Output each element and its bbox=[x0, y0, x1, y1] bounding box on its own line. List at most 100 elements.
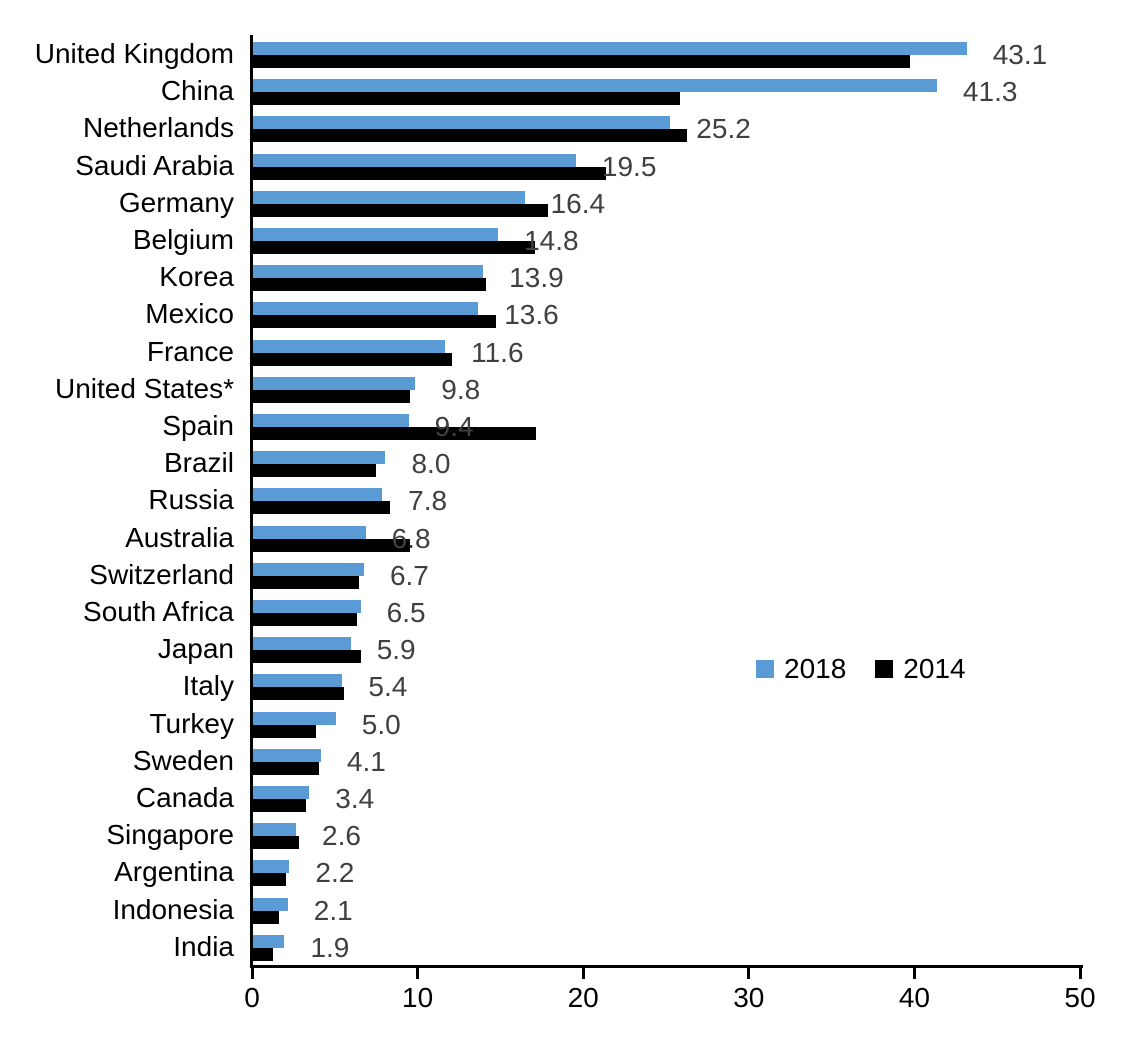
data-label: 5.9 bbox=[376, 634, 416, 666]
bar-2014 bbox=[253, 575, 359, 589]
bar-2018 bbox=[253, 860, 290, 874]
data-label: 19.5 bbox=[601, 150, 657, 182]
bar-2018 bbox=[253, 674, 343, 688]
category-label: Australia bbox=[125, 521, 234, 553]
category-label: Turkey bbox=[149, 707, 234, 739]
bar-2014 bbox=[253, 278, 487, 292]
chart-row: South Africa 6.5 bbox=[0, 593, 1123, 630]
x-tick-mark bbox=[416, 968, 420, 979]
bar-2014 bbox=[253, 836, 300, 850]
x-tick-mark bbox=[1078, 968, 1082, 979]
legend-item-2018: 2018 bbox=[756, 653, 846, 685]
x-tick-mark bbox=[747, 968, 751, 979]
chart-row: Russia 7.8 bbox=[0, 481, 1123, 518]
chart-row: United Kingdom 43.1 bbox=[0, 35, 1123, 72]
data-label: 13.6 bbox=[504, 299, 559, 331]
bar-2014 bbox=[253, 203, 548, 217]
data-label: 9.8 bbox=[441, 373, 481, 405]
data-label: 43.1 bbox=[992, 39, 1048, 70]
bar-2014 bbox=[253, 687, 345, 701]
bar-2014 bbox=[253, 389, 411, 403]
category-label: Mexico bbox=[145, 298, 234, 330]
category-label: United Kingdom bbox=[34, 38, 234, 69]
category-label: Spain bbox=[162, 410, 234, 441]
bar-2018 bbox=[253, 265, 484, 279]
category-label: China bbox=[160, 75, 234, 107]
category-label: France bbox=[146, 335, 234, 367]
chart-row: Australia 6.8 bbox=[0, 519, 1123, 556]
bar-2014 bbox=[253, 92, 681, 106]
category-label: Korea bbox=[159, 261, 234, 293]
data-label: 1.9 bbox=[310, 931, 350, 963]
x-tick-label: 20 bbox=[567, 982, 599, 1013]
bar-2018 bbox=[253, 525, 366, 539]
chart-row: Belgium 14.8 bbox=[0, 221, 1123, 258]
category-label: Saudi Arabia bbox=[75, 149, 234, 181]
y-axis-line bbox=[250, 35, 253, 968]
x-tick-mark bbox=[250, 968, 254, 979]
bar-2018 bbox=[253, 488, 383, 502]
x-axis-line bbox=[250, 965, 1083, 968]
chart-row: Sweden 4.1 bbox=[0, 742, 1123, 779]
data-label: 5.4 bbox=[368, 671, 408, 703]
category-label: Sweden bbox=[132, 744, 234, 776]
bar-2014 bbox=[253, 129, 687, 143]
data-label: 2.2 bbox=[315, 857, 355, 889]
data-label: 14.8 bbox=[524, 225, 579, 256]
bar-2014 bbox=[253, 613, 358, 626]
bar-2018 bbox=[253, 786, 310, 799]
bar-2014 bbox=[253, 427, 537, 440]
bar-2018 bbox=[253, 562, 364, 576]
data-label: 6.8 bbox=[391, 522, 431, 554]
bar-2018 bbox=[253, 748, 321, 762]
bar-2018 bbox=[253, 228, 499, 241]
legend-swatch-2018-icon bbox=[756, 660, 774, 678]
chart-row: Switzerland 6.7 bbox=[0, 556, 1123, 593]
bar-2014 bbox=[253, 501, 391, 515]
legend-label-2018: 2018 bbox=[784, 653, 847, 684]
category-label: Brazil bbox=[163, 447, 234, 479]
category-label: Singapore bbox=[106, 819, 234, 851]
category-label: Japan bbox=[157, 633, 234, 665]
bar-2018 bbox=[253, 637, 351, 651]
category-label: Italy bbox=[182, 670, 234, 702]
category-label: Russia bbox=[148, 484, 234, 516]
category-label: Canada bbox=[135, 782, 234, 813]
bar-2018 bbox=[253, 79, 937, 93]
legend-swatch-2014-icon bbox=[875, 660, 894, 678]
data-label: 41.3 bbox=[962, 76, 1018, 108]
x-tick-label: 30 bbox=[733, 982, 765, 1013]
bar-2018 bbox=[253, 711, 336, 725]
data-label: 6.7 bbox=[389, 559, 429, 591]
category-label: Switzerland bbox=[89, 558, 234, 590]
x-tick-label: 40 bbox=[898, 982, 930, 1013]
chart-row: China 41.3 bbox=[0, 72, 1123, 109]
x-tick-label: 0 bbox=[244, 982, 260, 1013]
bar-2018 bbox=[253, 376, 416, 390]
chart-row: France 11.6 bbox=[0, 333, 1123, 370]
bar-2018 bbox=[253, 934, 285, 948]
chart-row: Saudi Arabia 19.5 bbox=[0, 147, 1123, 184]
chart-row: Brazil 8.0 bbox=[0, 444, 1123, 481]
chart-row: Japan 5.9 bbox=[0, 630, 1123, 667]
category-label: Netherlands bbox=[83, 112, 234, 144]
bar-2014 bbox=[253, 947, 273, 961]
bar-2014 bbox=[253, 873, 287, 887]
bar-2018 bbox=[253, 600, 361, 613]
data-label: 16.4 bbox=[550, 187, 606, 219]
bar-2018 bbox=[253, 414, 409, 427]
bar-2018 bbox=[253, 153, 576, 167]
x-tick-label: 10 bbox=[402, 982, 434, 1013]
x-tick-label: 50 bbox=[1064, 982, 1096, 1013]
category-label: Indonesia bbox=[112, 893, 234, 925]
category-label: Argentina bbox=[114, 856, 234, 888]
data-label: 2.6 bbox=[322, 820, 361, 852]
bar-2014 bbox=[253, 724, 316, 738]
bar-2014 bbox=[253, 352, 452, 366]
bar-2014 bbox=[253, 650, 361, 664]
bar-2014 bbox=[253, 315, 497, 329]
x-tick-mark bbox=[912, 968, 916, 979]
data-label: 6.5 bbox=[386, 597, 426, 628]
chart-row: Singapore 2.6 bbox=[0, 816, 1123, 853]
category-label: Germany bbox=[118, 186, 234, 218]
